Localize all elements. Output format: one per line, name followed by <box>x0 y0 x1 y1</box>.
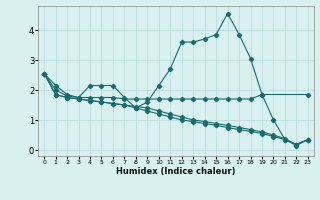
X-axis label: Humidex (Indice chaleur): Humidex (Indice chaleur) <box>116 167 236 176</box>
